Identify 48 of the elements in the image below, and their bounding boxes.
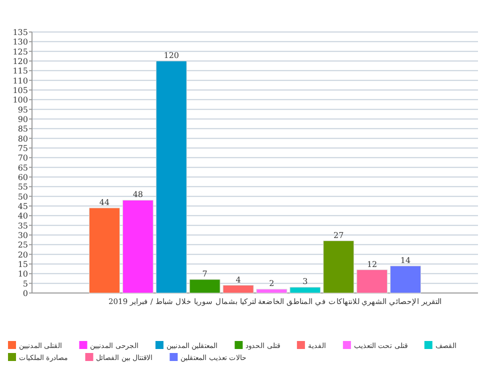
y-tick-label: 35 — [18, 221, 28, 230]
y-tick-label: 75 — [18, 144, 28, 153]
y-tick-label: 105 — [12, 86, 28, 95]
data-label: 14 — [400, 256, 411, 265]
y-tick-label: 90 — [18, 115, 28, 124]
y-tick-label: 15 — [18, 260, 28, 269]
y-tick-label: 80 — [18, 134, 28, 144]
bar — [323, 240, 354, 294]
y-tick-label: 65 — [18, 163, 28, 172]
y-tick-label: 50 — [18, 192, 28, 202]
data-label: 7 — [202, 269, 208, 278]
bar — [222, 285, 254, 294]
bar — [156, 60, 187, 294]
y-tick-label: 125 — [12, 47, 28, 56]
y-tick-label: 45 — [18, 202, 28, 211]
data-label: 4 — [236, 275, 241, 284]
y-tick-label: 55 — [18, 182, 28, 192]
data-label: 3 — [302, 277, 308, 286]
bar — [356, 270, 388, 294]
y-tick-label: 130 — [12, 38, 28, 47]
bar — [89, 208, 120, 294]
y-tick-label: 115 — [12, 66, 28, 76]
bar — [122, 200, 154, 294]
y-tick-label: 25 — [18, 240, 28, 250]
y-tick-label: 135 — [12, 28, 28, 37]
y-tick-label: 120 — [12, 57, 28, 66]
y-tick-label: 10 — [18, 270, 28, 279]
y-tick-label: 40 — [18, 212, 28, 221]
bar — [290, 286, 321, 294]
y-tick-label: 0 — [22, 289, 28, 298]
data-label: 44 — [99, 198, 110, 207]
y-tick-label: 95 — [18, 105, 28, 114]
data-label: 2 — [269, 279, 274, 288]
bar — [390, 266, 421, 294]
data-label: 120 — [164, 51, 180, 60]
y-tick-label: 5 — [22, 279, 28, 288]
data-label: 27 — [334, 230, 344, 240]
data-label: 12 — [366, 260, 378, 269]
y-tick-label: 100 — [12, 96, 28, 105]
y-tick-label: 60 — [18, 173, 28, 182]
y-tick-label: 70 — [18, 154, 28, 163]
bar — [189, 279, 220, 294]
data-label: 48 — [132, 190, 144, 200]
y-tick-label: 85 — [18, 124, 28, 134]
y-tick-label: 30 — [18, 231, 28, 240]
bar — [256, 288, 288, 294]
y-tick-label: 20 — [18, 250, 28, 260]
y-tick-label: 110 — [12, 76, 28, 86]
